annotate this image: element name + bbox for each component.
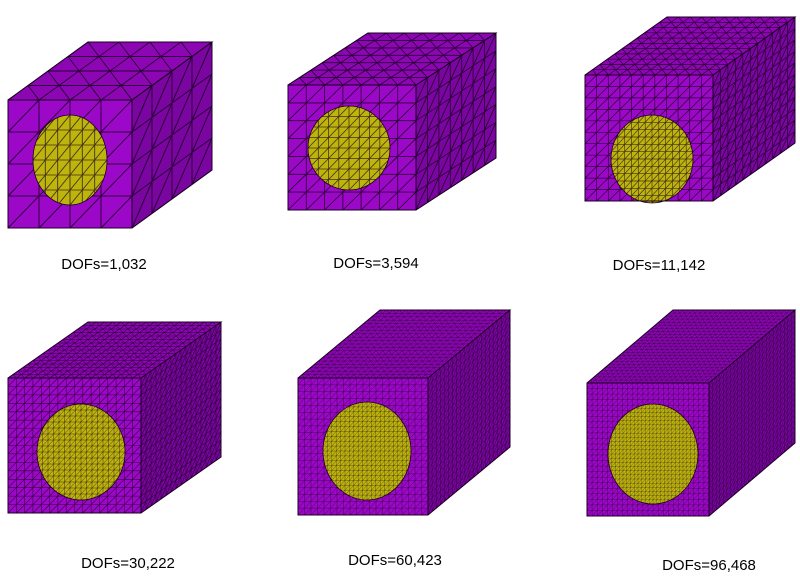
caption-dofs-3594: DOFs=3,594 (333, 255, 419, 272)
cube-4-outline (7, 321, 223, 514)
cube-2-outline (287, 32, 498, 211)
cube-1-outline (7, 41, 214, 229)
caption-dofs-60423: DOFs=60,423 (348, 552, 442, 569)
mesh-cube-4 (7, 321, 223, 514)
caption-dofs-1032: DOFs=1,032 (61, 256, 147, 273)
cube-6-outline (586, 309, 797, 517)
mesh-cube-1 (7, 41, 214, 229)
caption-dofs-30222: DOFs=30,222 (81, 555, 175, 572)
mesh-cube-6 (586, 309, 797, 517)
cube-3-outline (584, 16, 797, 202)
mesh-cube-3 (584, 16, 797, 204)
cube-5-inclusion-mesh (323, 402, 411, 500)
mesh-cube-5 (297, 309, 512, 516)
caption-dofs-11142: DOFs=11,142 (612, 257, 706, 274)
cube-1-inclusion-mesh (33, 115, 107, 205)
cube-5-outline (297, 309, 512, 516)
caption-dofs-96468: DOFs=96,468 (662, 557, 756, 574)
mesh-cube-2 (287, 32, 498, 211)
